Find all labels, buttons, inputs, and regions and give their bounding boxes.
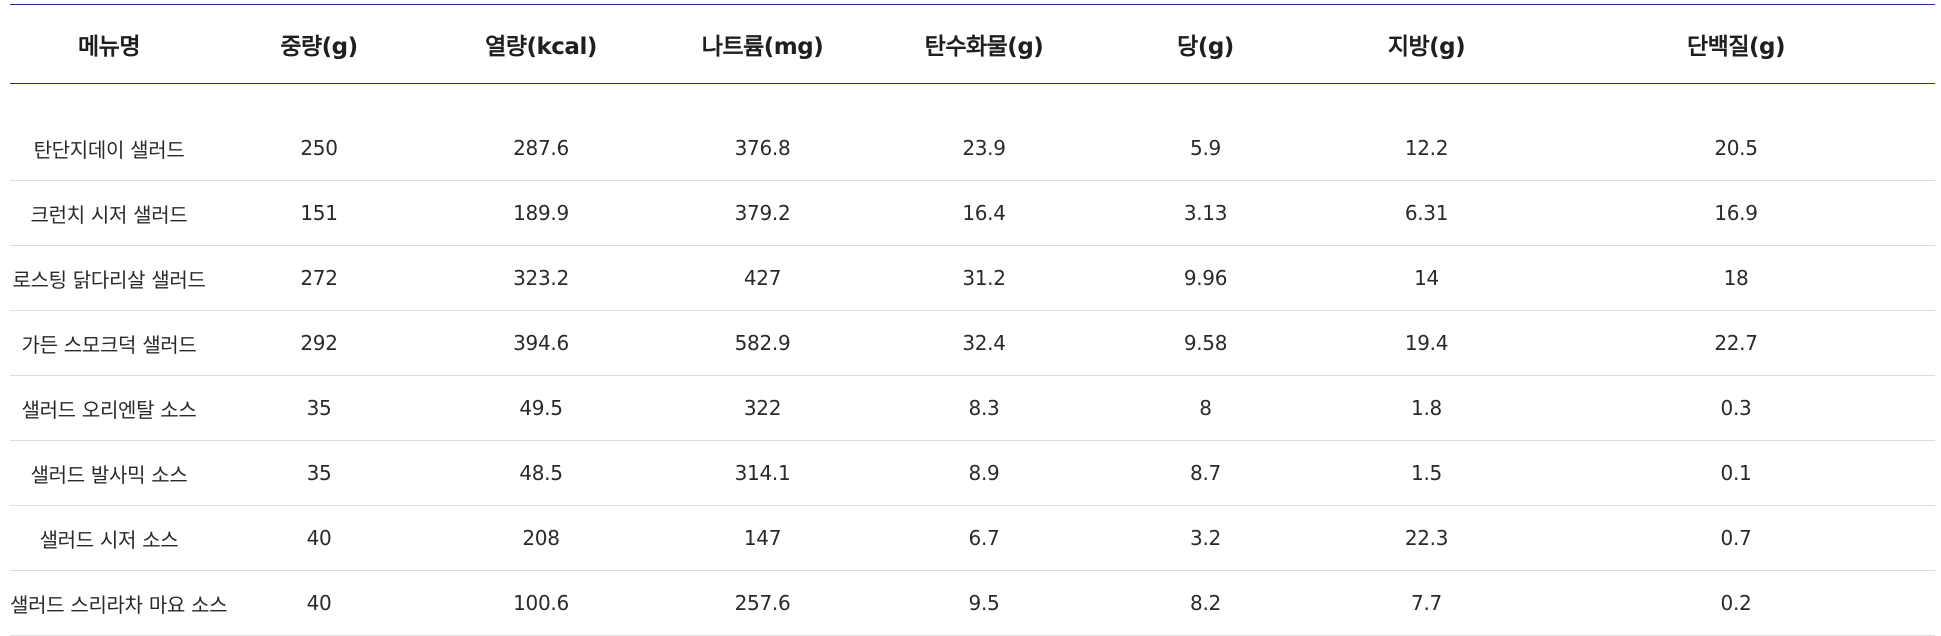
cell-sodium: 379.2 <box>652 180 873 246</box>
cell-fat: 7.7 <box>1316 570 1537 636</box>
table-body: 탄단지데이 샐러드 250 287.6 376.8 23.9 5.9 12.2 20.5 크런치… <box>10 84 1935 636</box>
cell-calories: 394.6 <box>430 310 652 376</box>
cell-weight: 292 <box>208 310 430 376</box>
cell-protein: 20.5 <box>1537 116 1935 181</box>
cell-protein: 18 <box>1537 245 1935 311</box>
header-sugar: 당(g) <box>1095 4 1316 84</box>
cell-calories: 189.9 <box>430 180 652 246</box>
cell-calories: 208 <box>430 505 652 571</box>
cell-sodium: 582.9 <box>652 310 873 376</box>
cell-sugar: 8 <box>1095 375 1316 441</box>
cell-calories: 100.6 <box>430 570 652 636</box>
cell-sodium: 257.6 <box>652 570 873 636</box>
cell-calories: 287.6 <box>430 116 652 181</box>
table-row: 가든 스모크덕 샐러드 292 394.6 582.9 32.4 9.58 19.4 22.7 <box>10 310 1935 376</box>
cell-fat: 22.3 <box>1316 505 1537 571</box>
cell-protein: 16.9 <box>1537 180 1935 246</box>
cell-menu-name: 로스팅 닭다리살 샐러드 <box>10 245 208 311</box>
cell-calories: 323.2 <box>430 245 652 311</box>
table-row: 샐러드 발사믹 소스 35 48.5 314.1 8.9 8.7 1.5 0.1 <box>10 440 1935 506</box>
cell-sodium: 376.8 <box>652 116 873 181</box>
spacer-cell <box>10 84 1935 117</box>
cell-protein: 0.7 <box>1537 505 1935 571</box>
cell-weight: 151 <box>208 180 430 246</box>
cell-weight: 40 <box>208 505 430 571</box>
table-row: 탄단지데이 샐러드 250 287.6 376.8 23.9 5.9 12.2 20.5 <box>10 116 1935 181</box>
table-row: 샐러드 스리라차 마요 소스 40 100.6 257.6 9.5 8.2 7.7 0.2 <box>10 570 1935 636</box>
table-row: 로스팅 닭다리살 샐러드 272 323.2 427 31.2 9.96 14 18 <box>10 245 1935 311</box>
header-fat: 지방(g) <box>1316 4 1537 84</box>
cell-carbohydrate: 31.2 <box>873 245 1095 311</box>
cell-carbohydrate: 6.7 <box>873 505 1095 571</box>
cell-menu-name: 샐러드 오리엔탈 소스 <box>10 375 208 441</box>
header-spacer <box>10 84 1935 117</box>
cell-weight: 250 <box>208 116 430 181</box>
cell-calories: 49.5 <box>430 375 652 441</box>
cell-fat: 19.4 <box>1316 310 1537 376</box>
cell-carbohydrate: 9.5 <box>873 570 1095 636</box>
cell-carbohydrate: 8.3 <box>873 375 1095 441</box>
cell-sodium: 147 <box>652 505 873 571</box>
cell-sugar: 9.96 <box>1095 245 1316 311</box>
cell-menu-name: 가든 스모크덕 샐러드 <box>10 310 208 376</box>
header-calories: 열량(kcal) <box>430 4 652 84</box>
cell-protein: 0.3 <box>1537 375 1935 441</box>
cell-menu-name: 샐러드 시저 소스 <box>10 505 208 571</box>
cell-fat: 1.5 <box>1316 440 1537 506</box>
cell-sugar: 9.58 <box>1095 310 1316 376</box>
cell-sugar: 8.7 <box>1095 440 1316 506</box>
cell-sugar: 3.2 <box>1095 505 1316 571</box>
cell-fat: 12.2 <box>1316 116 1537 181</box>
cell-carbohydrate: 32.4 <box>873 310 1095 376</box>
nutrition-table: 메뉴명 중량(g) 열량(kcal) 나트륨(mg) 탄수화물(g) 당(g) … <box>10 4 1935 636</box>
cell-sugar: 5.9 <box>1095 116 1316 181</box>
cell-fat: 14 <box>1316 245 1537 311</box>
cell-weight: 272 <box>208 245 430 311</box>
cell-fat: 6.31 <box>1316 180 1537 246</box>
header-menu-name: 메뉴명 <box>10 4 208 84</box>
cell-weight: 35 <box>208 375 430 441</box>
cell-weight: 35 <box>208 440 430 506</box>
cell-carbohydrate: 16.4 <box>873 180 1095 246</box>
cell-menu-name: 탄단지데이 샐러드 <box>10 116 208 181</box>
cell-weight: 40 <box>208 570 430 636</box>
cell-menu-name: 샐러드 스리라차 마요 소스 <box>10 570 228 636</box>
table-row: 샐러드 시저 소스 40 208 147 6.7 3.2 22.3 0.7 <box>10 505 1935 571</box>
cell-menu-name: 크런치 시저 샐러드 <box>10 180 208 246</box>
cell-sodium: 322 <box>652 375 873 441</box>
cell-menu-name: 샐러드 발사믹 소스 <box>10 440 208 506</box>
header-row: 메뉴명 중량(g) 열량(kcal) 나트륨(mg) 탄수화물(g) 당(g) … <box>10 4 1935 84</box>
table-header: 메뉴명 중량(g) 열량(kcal) 나트륨(mg) 탄수화물(g) 당(g) … <box>10 4 1935 84</box>
table-row: 크런치 시저 샐러드 151 189.9 379.2 16.4 3.13 6.31 16.9 <box>10 180 1935 246</box>
cell-sugar: 3.13 <box>1095 180 1316 246</box>
header-carbohydrate: 탄수화물(g) <box>873 4 1095 84</box>
cell-sodium: 427 <box>652 245 873 311</box>
header-sodium: 나트륨(mg) <box>652 4 873 84</box>
header-protein: 단백질(g) <box>1537 4 1935 84</box>
cell-carbohydrate: 8.9 <box>873 440 1095 506</box>
cell-sugar: 8.2 <box>1095 570 1316 636</box>
cell-protein: 22.7 <box>1537 310 1935 376</box>
cell-calories: 48.5 <box>430 440 652 506</box>
cell-carbohydrate: 23.9 <box>873 116 1095 181</box>
table-row: 샐러드 오리엔탈 소스 35 49.5 322 8.3 8 1.8 0.3 <box>10 375 1935 441</box>
cell-protein: 0.1 <box>1537 440 1935 506</box>
header-weight: 중량(g) <box>208 4 430 84</box>
cell-protein: 0.2 <box>1537 570 1935 636</box>
cell-sodium: 314.1 <box>652 440 873 506</box>
cell-fat: 1.8 <box>1316 375 1537 441</box>
